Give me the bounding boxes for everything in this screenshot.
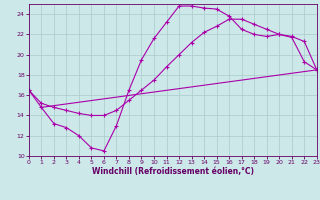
X-axis label: Windchill (Refroidissement éolien,°C): Windchill (Refroidissement éolien,°C) [92,167,254,176]
